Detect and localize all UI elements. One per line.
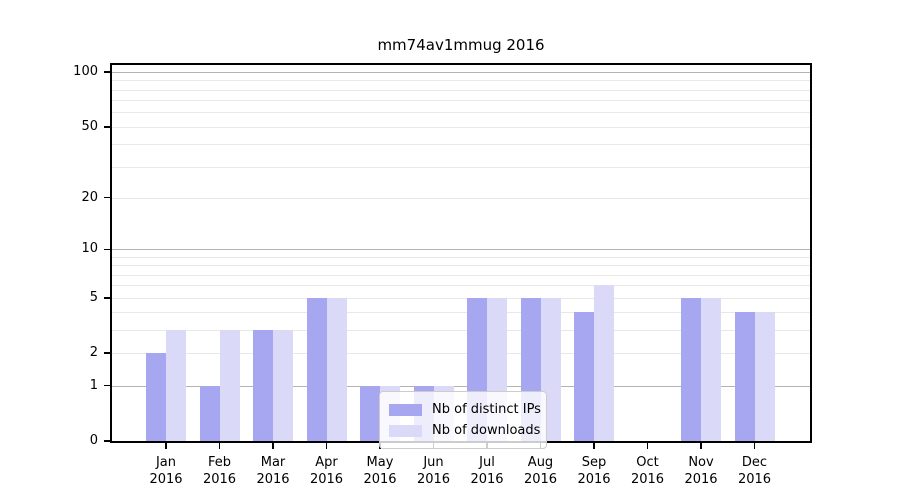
x-tick: [218, 442, 221, 449]
y-tick-label: 10: [81, 241, 98, 257]
legend-swatch-distinct-ips: [389, 403, 422, 416]
x-tick-label-apr: Apr 2016: [309, 455, 344, 487]
bar-distinct-ips-feb: [199, 385, 220, 441]
y-tick: [104, 352, 111, 354]
y-tick: [104, 296, 111, 299]
gridline-minor: [112, 197, 810, 199]
legend: Nb of distinct IPs Nb of downloads: [379, 391, 547, 449]
gridline-minor: [112, 112, 810, 114]
x-tick-label-jan: Jan 2016: [149, 455, 183, 487]
bar-distinct-ips-may: [360, 385, 380, 441]
gridline-minor: [112, 265, 810, 267]
y-tick: [104, 71, 111, 73]
gridline-minor: [112, 285, 810, 287]
gridline-major: [112, 249, 810, 251]
x-tick-label-nov: Nov 2016: [684, 455, 718, 487]
x-tick: [165, 442, 167, 449]
legend-row-downloads: Nb of downloads: [389, 420, 541, 441]
gridline-minor: [112, 274, 810, 276]
gridline-minor: [112, 256, 810, 258]
plot-area: Nb of distinct IPs Nb of downloads 0 1 2 5 1…: [73, 63, 812, 487]
y-tick-label: 2: [89, 345, 98, 361]
legend-swatch-downloads: [389, 424, 422, 437]
bar-downloads-apr: [326, 297, 347, 441]
x-tick-label-feb: Feb 2016: [202, 455, 237, 487]
gridline-major: [112, 72, 810, 74]
y-tick-label: 1: [89, 377, 98, 393]
y-tick: [104, 248, 111, 251]
gridline-minor: [112, 80, 810, 82]
gridline-minor: [112, 353, 810, 355]
y-tick: [104, 384, 111, 387]
bar-downloads-jan: [166, 330, 186, 441]
x-tick: [753, 442, 756, 449]
gridline-major: [112, 385, 810, 387]
gridline-minor: [112, 166, 810, 168]
x-tick: [646, 442, 649, 449]
x-tick-label-dec: Dec 2016: [737, 455, 772, 487]
chart-title: mm74av1mmug 2016: [377, 36, 545, 54]
bar-distinct-ips-dec: [734, 312, 755, 441]
x-tick-label-sep: Sep 2016: [577, 455, 611, 487]
bar-downloads-dec: [754, 312, 775, 441]
bar-downloads-mar: [273, 330, 293, 441]
y-tick-label: 0: [89, 433, 98, 448]
legend-label-downloads: Nb of downloads: [432, 423, 541, 438]
x-tick: [325, 442, 328, 449]
bar-distinct-ips-sep: [574, 312, 594, 441]
gridline-minor: [112, 126, 810, 128]
y-tick-label: 50: [81, 118, 98, 134]
x-tick-label-jun: Jun 2016: [416, 455, 451, 487]
y-tick: [104, 440, 111, 442]
gridline-minor: [112, 297, 810, 299]
bar-downloads-sep: [594, 285, 614, 441]
x-tick: [593, 442, 595, 449]
x-tick-label-oct: Oct 2016: [630, 455, 665, 487]
gridline-minor: [112, 89, 810, 91]
bar-distinct-ips-mar: [253, 330, 273, 441]
x-tick-label-aug: Aug 2016: [523, 455, 558, 487]
bar-distinct-ips-nov: [681, 297, 701, 441]
x-tick-label-mar: Mar 2016: [256, 455, 290, 487]
gridline-minor: [112, 144, 810, 146]
legend-label-distinct-ips: Nb of distinct IPs: [432, 402, 541, 417]
x-tick-label-may: May 2016: [363, 455, 397, 487]
bar-downloads-feb: [219, 330, 240, 441]
y-tick-label: 5: [89, 289, 98, 305]
gridline-minor: [112, 100, 810, 102]
y-tick: [104, 196, 111, 199]
y-tick-label: 20: [81, 189, 98, 205]
x-tick: [272, 442, 274, 449]
bar-downloads-nov: [701, 297, 721, 441]
x-tick: [700, 442, 702, 449]
gridline-minor: [112, 312, 810, 314]
y-tick-label: 100: [73, 64, 98, 80]
bar-distinct-ips-apr: [306, 297, 327, 441]
x-tick-label-jul: Jul 2016: [470, 455, 504, 487]
y-tick: [104, 125, 111, 128]
gridline-minor: [112, 330, 810, 332]
legend-row-distinct-ips: Nb of distinct IPs: [389, 399, 541, 420]
bar-distinct-ips-jan: [146, 353, 166, 441]
